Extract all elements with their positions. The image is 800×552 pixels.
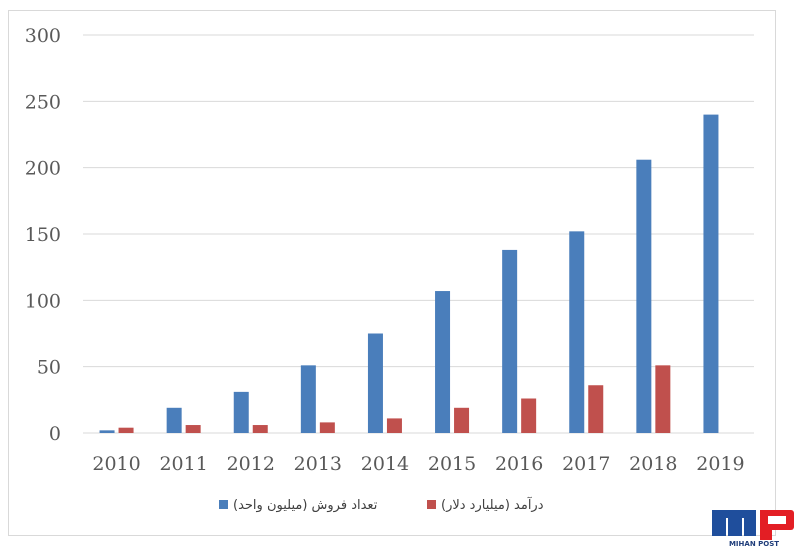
bar-units-2012 <box>233 391 249 433</box>
x-tick-label: 2011 <box>159 453 207 475</box>
bar-revenue-2013 <box>319 422 335 433</box>
bar-revenue-2012 <box>252 425 268 433</box>
y-tick-label: 150 <box>25 224 61 246</box>
bar-revenue-2017 <box>588 385 604 433</box>
legend-label: درآمد (میلیارد دلار) <box>441 496 544 513</box>
x-tick-label: 2014 <box>361 453 409 475</box>
logo-p-hole <box>768 516 786 524</box>
bar-units-2018 <box>636 159 652 433</box>
bar-units-2014 <box>367 333 383 433</box>
x-axis-ticks: 2010 2011 2012 2013 2014 2015 2016 2017 2018 2019 <box>92 453 744 475</box>
x-tick-label: 2017 <box>562 453 610 475</box>
mihan-post-logo: MIHAN POST <box>710 506 798 548</box>
bar-units-2016 <box>502 249 518 433</box>
x-tick-label: 2019 <box>696 453 744 475</box>
x-tick-label: 2013 <box>294 453 342 475</box>
x-tick-label: 2012 <box>227 453 275 475</box>
x-tick-label: 2015 <box>428 453 476 475</box>
bar-units-2013 <box>300 365 316 433</box>
y-tick-label: 300 <box>25 25 61 47</box>
bar-revenue-2010 <box>118 427 134 433</box>
bar-revenue-2018 <box>655 365 671 433</box>
logo-p-stem <box>760 510 772 540</box>
y-tick-label: 0 <box>49 423 61 445</box>
y-tick-label: 200 <box>25 158 61 180</box>
bar-revenue-2014 <box>386 418 402 433</box>
y-tick-label: 250 <box>25 91 61 113</box>
legend-swatch <box>219 500 228 509</box>
bar-units-2010 <box>99 430 115 433</box>
bar-revenue-2016 <box>521 398 537 433</box>
y-axis-ticks: 0 50 100 150 200 250 300 <box>25 25 61 445</box>
bar-revenue-2015 <box>454 407 470 433</box>
legend-label: تعداد فروش (میلیون واحد) <box>233 498 378 513</box>
y-tick-label: 100 <box>25 290 61 312</box>
gridlines <box>83 34 754 434</box>
logo-m-top <box>712 510 756 518</box>
x-tick-label: 2018 <box>629 453 677 475</box>
bar-units-2017 <box>569 231 585 433</box>
x-tick-label: 2010 <box>92 453 140 475</box>
chart-frame: 0 50 100 150 200 250 300 2010 2011 2012 2013 2014 2… <box>8 10 776 536</box>
legend: تعداد فروش (میلیون واحد) درآمد (میلیارد د… <box>219 496 544 513</box>
bar-units-2019 <box>703 114 719 433</box>
bar-revenue-2011 <box>185 425 201 433</box>
legend-swatch <box>427 500 436 509</box>
bar-units-2011 <box>166 407 182 433</box>
y-tick-label: 50 <box>37 357 61 379</box>
bars <box>99 114 719 433</box>
bar-units-2015 <box>435 291 451 433</box>
x-tick-label: 2016 <box>495 453 543 475</box>
logo-text: MIHAN POST <box>729 540 779 548</box>
